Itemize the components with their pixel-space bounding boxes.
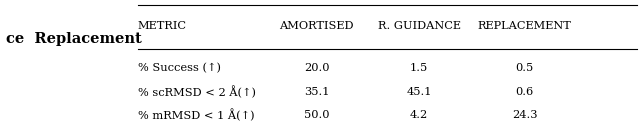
Text: % scRMSD < 2 Å(↑): % scRMSD < 2 Å(↑) (138, 85, 255, 98)
Text: 35.1: 35.1 (304, 87, 330, 97)
Text: 24.3: 24.3 (512, 110, 538, 120)
Text: 0.5: 0.5 (516, 63, 534, 73)
Text: 20.0: 20.0 (304, 63, 330, 73)
Text: R. GUIDANCE: R. GUIDANCE (378, 21, 461, 31)
Text: % mRMSD < 1 Å(↑): % mRMSD < 1 Å(↑) (138, 108, 254, 121)
Text: REPLACEMENT: REPLACEMENT (478, 21, 572, 31)
Text: METRIC: METRIC (138, 21, 187, 31)
Text: 0.6: 0.6 (516, 87, 534, 97)
Text: ce  Replacement: ce Replacement (6, 32, 142, 46)
Text: 45.1: 45.1 (406, 87, 432, 97)
Text: % Success (↑): % Success (↑) (138, 63, 221, 74)
Text: 4.2: 4.2 (410, 110, 428, 120)
Text: 1.5: 1.5 (410, 63, 428, 73)
Text: AMORTISED: AMORTISED (280, 21, 354, 31)
Text: 50.0: 50.0 (304, 110, 330, 120)
